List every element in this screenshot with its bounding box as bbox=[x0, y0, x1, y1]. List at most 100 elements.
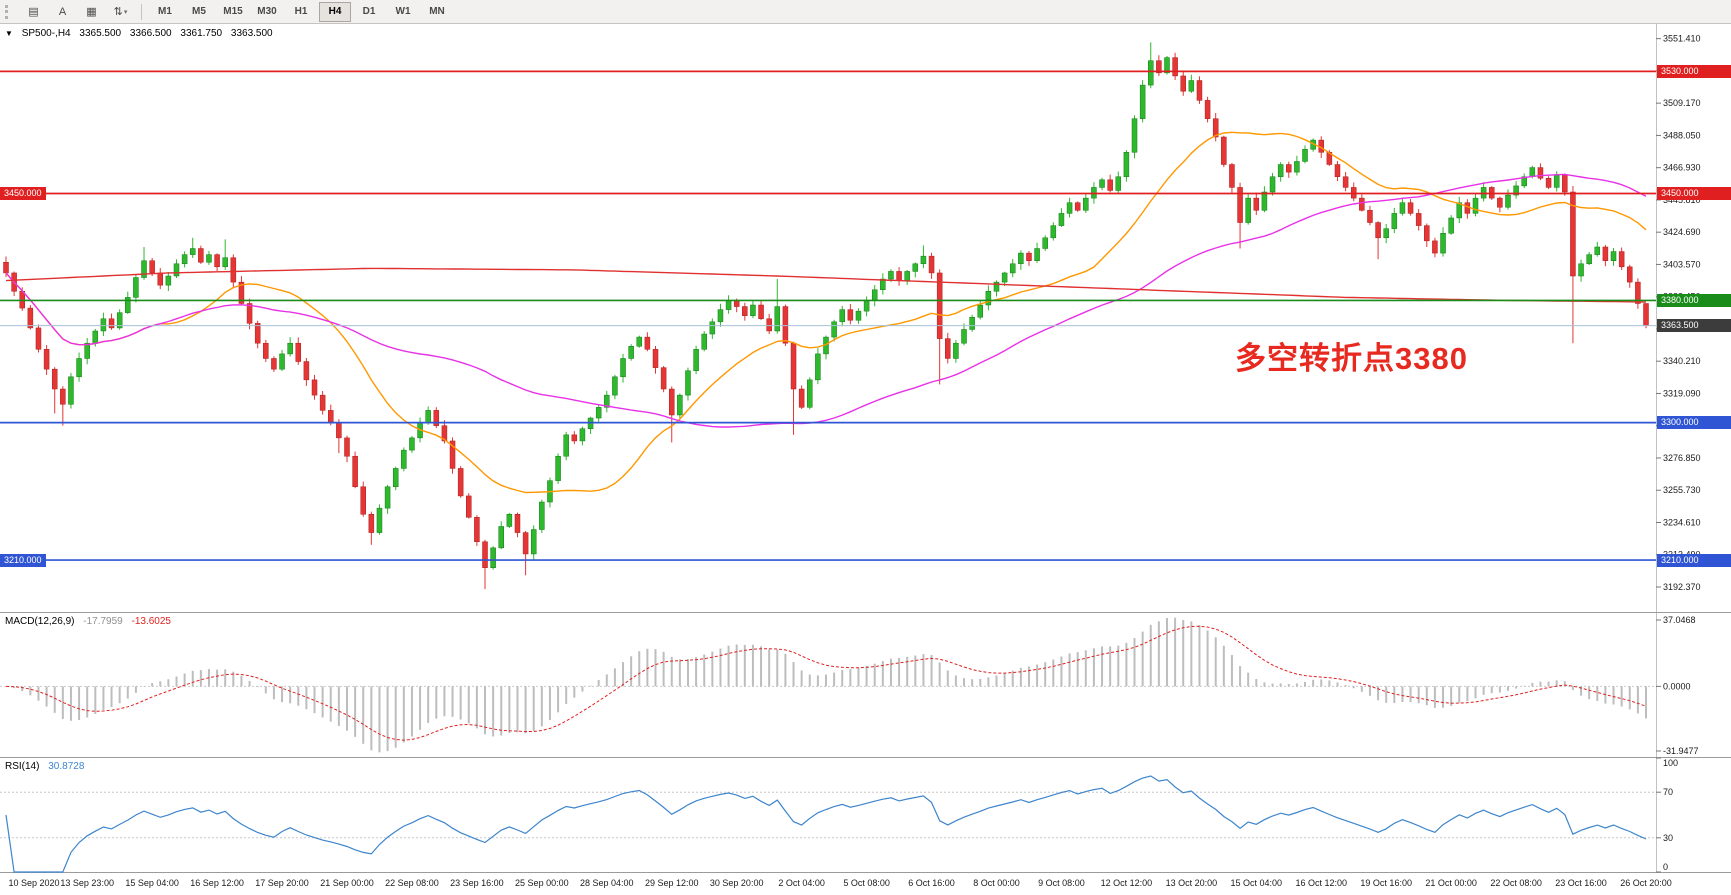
candle bbox=[1139, 84, 1146, 119]
candle bbox=[1570, 191, 1576, 277]
candle bbox=[384, 486, 391, 509]
candle bbox=[855, 310, 862, 321]
x-axis-label: 6 Oct 16:00 bbox=[908, 878, 955, 888]
candle bbox=[1180, 75, 1186, 92]
candle bbox=[1302, 148, 1308, 162]
candle bbox=[1562, 174, 1568, 193]
candle bbox=[214, 254, 220, 268]
candle bbox=[1204, 100, 1211, 119]
text-tool-button[interactable]: A bbox=[58, 5, 67, 18]
x-axis-label: 9 Oct 08:00 bbox=[1038, 878, 1085, 888]
candle bbox=[441, 425, 448, 442]
timeframe-button-d1[interactable]: D1 bbox=[362, 6, 376, 17]
macd-axis-label: -31.9477 bbox=[1663, 746, 1699, 756]
tool-buttons-group: ▤ A ▦ ⇅ ▾ bbox=[19, 1, 135, 22]
candle bbox=[920, 255, 927, 265]
ma-fast-line[interactable] bbox=[5, 131, 1647, 494]
candle bbox=[807, 379, 813, 408]
candle bbox=[336, 422, 342, 439]
timeframe-button-h1[interactable]: H1 bbox=[294, 6, 308, 17]
macd-axis-label: 37.0468 bbox=[1663, 615, 1696, 625]
candle bbox=[433, 410, 440, 426]
candle bbox=[1472, 197, 1479, 214]
candle bbox=[457, 468, 464, 497]
candle bbox=[376, 507, 383, 533]
candle bbox=[466, 495, 472, 518]
candle bbox=[392, 468, 399, 488]
candle bbox=[644, 336, 651, 350]
timeframe-button-m30[interactable]: M30 bbox=[257, 6, 277, 17]
candle bbox=[1245, 197, 1251, 223]
candle bbox=[1432, 240, 1438, 254]
candle bbox=[668, 388, 675, 416]
candle bbox=[149, 260, 155, 274]
candle bbox=[612, 376, 618, 396]
candle bbox=[750, 304, 756, 316]
y-axis-label: 3551.410 bbox=[1663, 34, 1701, 44]
charts-list-button[interactable]: ▤ bbox=[28, 6, 39, 18]
x-axis-label: 23 Sep 16:00 bbox=[450, 878, 504, 888]
candle bbox=[742, 306, 748, 316]
candle bbox=[782, 306, 789, 344]
candle bbox=[652, 349, 659, 368]
candle bbox=[141, 260, 147, 278]
candle bbox=[409, 437, 415, 451]
candle bbox=[571, 434, 578, 442]
ma-mid-line[interactable] bbox=[5, 173, 1647, 428]
candle bbox=[1066, 202, 1073, 214]
candle bbox=[246, 303, 253, 324]
y-axis-label: 3403.570 bbox=[1663, 259, 1701, 269]
candle bbox=[1188, 80, 1195, 92]
timeframe-button-m15[interactable]: M15 bbox=[223, 6, 243, 17]
candle bbox=[1123, 152, 1130, 177]
candle bbox=[1131, 118, 1138, 153]
toolbar-grip[interactable] bbox=[5, 4, 13, 19]
candle bbox=[1083, 197, 1089, 211]
candle bbox=[1635, 281, 1641, 304]
candle bbox=[271, 358, 277, 370]
candle bbox=[985, 291, 992, 306]
candle bbox=[871, 289, 878, 301]
top-toolbar: ▤ A ▦ ⇅ ▾ M1 M5 M15 M30 H1 H4 D1 W1 MN bbox=[0, 0, 1731, 24]
arrange-tool-button[interactable]: ⇅ ▾ bbox=[113, 6, 128, 18]
candle bbox=[238, 281, 245, 304]
candle bbox=[1221, 136, 1227, 165]
candle bbox=[945, 338, 951, 359]
candle bbox=[1367, 210, 1373, 223]
candle bbox=[961, 329, 967, 344]
timeframe-button-w1[interactable]: W1 bbox=[395, 6, 411, 17]
candle bbox=[1407, 202, 1414, 214]
candle bbox=[774, 306, 781, 332]
timeframe-button-h4[interactable]: H4 bbox=[319, 1, 351, 22]
candle bbox=[133, 277, 139, 298]
y-axis-label: 3530.290 bbox=[1663, 66, 1701, 76]
candle bbox=[579, 428, 586, 442]
candle bbox=[847, 309, 854, 321]
y-axis-label: 3297.970 bbox=[1663, 421, 1701, 431]
candle bbox=[1156, 60, 1162, 74]
candle bbox=[1375, 222, 1381, 239]
y-axis-label: 3466.930 bbox=[1663, 163, 1701, 173]
candle bbox=[522, 532, 529, 555]
ma-slow-line[interactable] bbox=[5, 267, 1647, 303]
timeframe-button-m5[interactable]: M5 bbox=[192, 6, 206, 17]
candle bbox=[1148, 60, 1154, 86]
candle bbox=[100, 318, 107, 332]
candle bbox=[1529, 167, 1536, 177]
candle bbox=[279, 353, 285, 370]
candle bbox=[328, 410, 334, 423]
y-axis-label: 3424.690 bbox=[1663, 227, 1701, 237]
objects-tool-button[interactable]: ▦ bbox=[86, 6, 97, 18]
candle bbox=[904, 271, 910, 281]
timeframe-button-m1[interactable]: M1 bbox=[158, 6, 172, 17]
candle bbox=[1115, 176, 1122, 191]
candle bbox=[888, 271, 894, 280]
candle bbox=[1058, 213, 1065, 226]
x-axis-label: 19 Oct 16:00 bbox=[1360, 878, 1412, 888]
timeframe-button-mn[interactable]: MN bbox=[429, 6, 445, 17]
candle bbox=[790, 342, 797, 390]
rsi-line[interactable] bbox=[5, 775, 1647, 873]
candle bbox=[173, 263, 180, 277]
candle bbox=[425, 410, 431, 423]
